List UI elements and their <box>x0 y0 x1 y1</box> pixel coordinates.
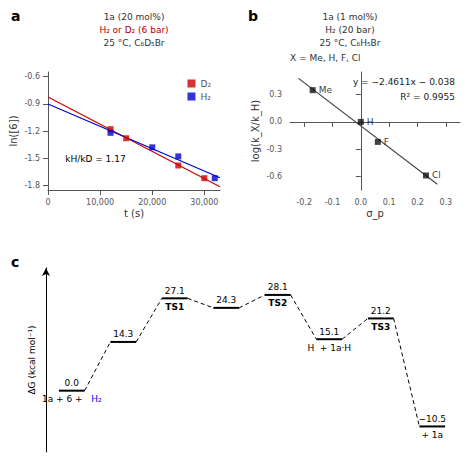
svg-text:a: a <box>11 8 20 24</box>
svg-text:kH/kD = 1.17: kH/kD = 1.17 <box>65 154 125 164</box>
svg-text:21.2: 21.2 <box>371 306 391 316</box>
svg-text:0: 0 <box>45 198 50 207</box>
svg-text:t (s): t (s) <box>124 208 144 219</box>
svg-text:F: F <box>384 137 389 147</box>
svg-text:20,000: 20,000 <box>138 198 166 207</box>
svg-text:-0.6: -0.6 <box>266 172 282 181</box>
svg-text:0.3: 0.3 <box>439 198 452 207</box>
svg-text:Me: Me <box>319 85 333 95</box>
svg-text:25 °C, C₆D₅Br: 25 °C, C₆D₅Br <box>103 38 164 48</box>
svg-text:ΔG (kcal mol⁻¹): ΔG (kcal mol⁻¹) <box>27 325 37 394</box>
svg-text:0.1: 0.1 <box>383 198 396 207</box>
svg-text:H₂ or D₂ (6 bar): H₂ or D₂ (6 bar) <box>99 25 168 35</box>
svg-text:25 °C, C₆H₅Br: 25 °C, C₆H₅Br <box>320 38 381 48</box>
svg-text:27.1: 27.1 <box>165 286 185 296</box>
svg-text:TS2: TS2 <box>268 298 287 308</box>
svg-text:-0.9: -0.9 <box>24 99 40 108</box>
svg-text:−10.5: −10.5 <box>418 414 446 424</box>
svg-text:+ 1a·H: + 1a·H <box>320 343 351 353</box>
svg-text:H: H <box>307 343 314 353</box>
svg-text:0.2: 0.2 <box>411 198 424 207</box>
svg-text:-0.1: -0.1 <box>325 198 341 207</box>
svg-text:R² = 0.9955: R² = 0.9955 <box>400 92 455 102</box>
svg-text:b: b <box>248 8 258 24</box>
svg-text:+ 1a: + 1a <box>421 430 443 440</box>
svg-text:ln([6]): ln([6]) <box>8 115 19 146</box>
svg-text:-0.2: -0.2 <box>296 198 312 207</box>
svg-text:1a + 6 +: 1a + 6 + <box>42 394 86 404</box>
svg-text:H₂: H₂ <box>91 394 102 404</box>
svg-text:0.0: 0.0 <box>354 198 367 207</box>
svg-text:-1.5: -1.5 <box>24 154 40 163</box>
svg-text:X = Me, H, F, Cl: X = Me, H, F, Cl <box>290 53 361 63</box>
svg-text:24.3: 24.3 <box>216 295 236 305</box>
svg-text:28.1: 28.1 <box>268 282 288 292</box>
svg-text:TS3: TS3 <box>371 322 390 332</box>
svg-text:-0.6: -0.6 <box>24 72 40 81</box>
svg-text:log(k_X/k_H): log(k_X/k_H) <box>250 100 262 162</box>
svg-text:15.1: 15.1 <box>319 327 339 337</box>
svg-text:1a (1 mol%): 1a (1 mol%) <box>322 12 377 22</box>
svg-text:H₂ (20 bar): H₂ (20 bar) <box>325 25 375 35</box>
svg-text:σ_p: σ_p <box>366 208 384 220</box>
svg-text:H: H <box>367 117 374 127</box>
svg-text:H₂: H₂ <box>200 92 211 102</box>
svg-text:TS1: TS1 <box>165 302 184 312</box>
svg-text:Cl: Cl <box>432 170 441 180</box>
svg-text:1a (20 mol%): 1a (20 mol%) <box>104 12 165 22</box>
svg-text:14.3: 14.3 <box>113 329 133 339</box>
svg-text:-1.8: -1.8 <box>24 181 40 190</box>
svg-text:c: c <box>11 254 19 270</box>
svg-text:0.0: 0.0 <box>65 378 80 388</box>
svg-text:y = −2.4611x − 0.038: y = −2.4611x − 0.038 <box>353 77 455 87</box>
svg-text:30,000: 30,000 <box>190 198 218 207</box>
svg-text:D₂: D₂ <box>200 79 211 89</box>
svg-text:-0.3: -0.3 <box>266 145 282 154</box>
svg-text:0.0: 0.0 <box>269 117 282 126</box>
svg-text:-1.2: -1.2 <box>24 127 40 136</box>
svg-text:0.3: 0.3 <box>269 90 282 99</box>
svg-text:10,000: 10,000 <box>86 198 114 207</box>
